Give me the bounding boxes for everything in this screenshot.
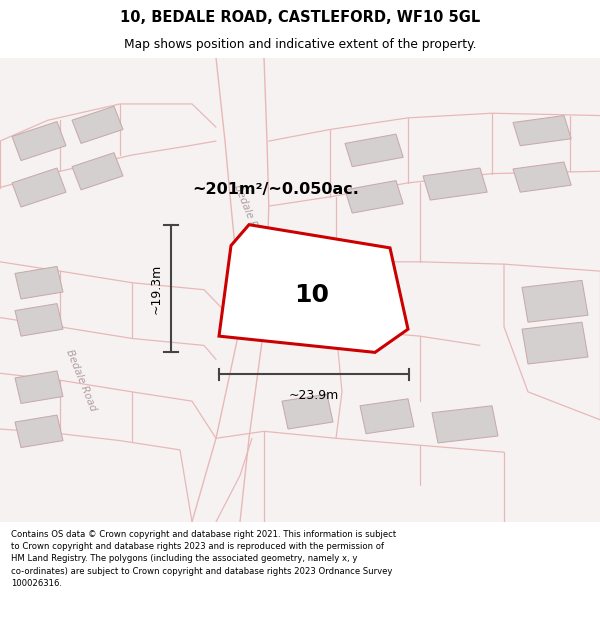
Polygon shape xyxy=(513,116,571,146)
Text: 10: 10 xyxy=(295,283,329,308)
Polygon shape xyxy=(72,152,123,190)
Polygon shape xyxy=(15,304,63,336)
Text: 10, BEDALE ROAD, CASTLEFORD, WF10 5GL: 10, BEDALE ROAD, CASTLEFORD, WF10 5GL xyxy=(120,10,480,25)
Polygon shape xyxy=(432,406,498,443)
Text: Bedale Road: Bedale Road xyxy=(232,183,266,248)
Polygon shape xyxy=(15,371,63,404)
Polygon shape xyxy=(282,394,333,429)
Polygon shape xyxy=(12,168,66,207)
Polygon shape xyxy=(219,224,408,352)
Polygon shape xyxy=(522,281,588,322)
Polygon shape xyxy=(15,415,63,447)
Polygon shape xyxy=(12,122,66,161)
Text: Contains OS data © Crown copyright and database right 2021. This information is : Contains OS data © Crown copyright and d… xyxy=(11,530,396,588)
Polygon shape xyxy=(513,162,571,192)
Polygon shape xyxy=(345,181,403,213)
Polygon shape xyxy=(522,322,588,364)
Text: ~201m²/~0.050ac.: ~201m²/~0.050ac. xyxy=(193,182,359,198)
Text: ~23.9m: ~23.9m xyxy=(289,389,339,402)
Text: Bedale Road: Bedale Road xyxy=(64,348,98,413)
Polygon shape xyxy=(15,266,63,299)
Polygon shape xyxy=(345,134,403,167)
Polygon shape xyxy=(72,106,123,143)
Polygon shape xyxy=(360,399,414,434)
Text: Map shows position and indicative extent of the property.: Map shows position and indicative extent… xyxy=(124,38,476,51)
Text: ~19.3m: ~19.3m xyxy=(149,263,163,314)
Polygon shape xyxy=(423,168,487,200)
